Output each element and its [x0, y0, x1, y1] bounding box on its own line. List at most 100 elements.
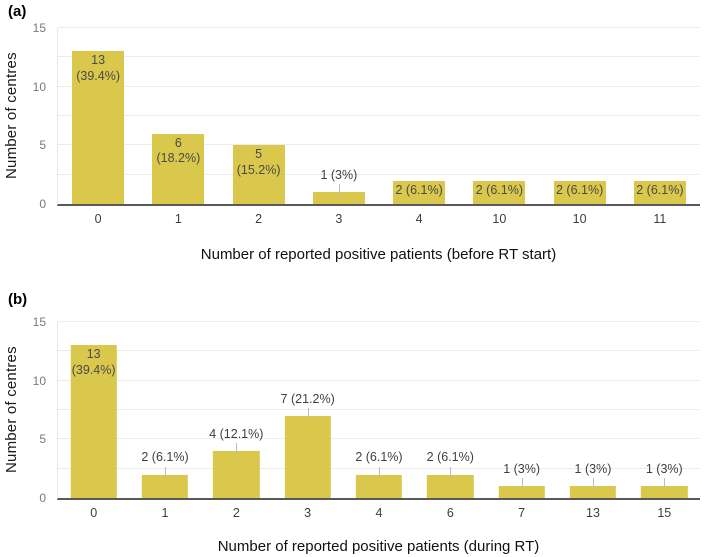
bar-label: 5 (15.2%): [233, 147, 285, 178]
label-connector-line: [307, 407, 309, 419]
y-tick-label: 15: [32, 21, 46, 35]
y-axis-title: Number of centres: [3, 52, 20, 180]
gridline: [58, 321, 700, 322]
bar: [498, 486, 545, 498]
bar-label-line: 2 (6.1%): [395, 182, 443, 197]
label-connector-line: [236, 443, 238, 455]
bar-group: 1 (3%) 13: [557, 322, 628, 520]
x-tick-label: 2: [255, 212, 263, 226]
x-tick-label: 3: [304, 506, 312, 520]
bar: 2 (6.1%): [553, 180, 606, 204]
bars-area: 13 (39.4%) 0 2 (6.1%) 1 4 (12.1%) 2 7 (21.2%) 3 2…: [58, 322, 700, 520]
bar: [213, 451, 260, 498]
bar-label: 1 (3%): [503, 462, 540, 477]
x-tick-label: 6: [446, 506, 454, 520]
gridline: [58, 379, 700, 381]
label-connector-line: [664, 478, 666, 490]
bar: 2 (6.1%): [633, 180, 686, 204]
bar-label-line: 13: [86, 347, 101, 362]
x-tick-label: 7: [518, 506, 526, 520]
bar-group: 4 (12.1%) 2: [201, 322, 272, 520]
y-tick-label: 0: [39, 197, 46, 211]
label-connector-line: [450, 466, 452, 478]
gridline: [58, 27, 700, 28]
bar: 13 (39.4%): [70, 345, 117, 498]
bar-label: 1 (3%): [320, 168, 357, 183]
x-tick-label: 4: [375, 506, 383, 520]
chart-panel-a: (a) Number of centres 0 5 10 15 13 (39.4%) 0 6(…: [0, 0, 708, 278]
bar-label-line: 7 (21.2%): [280, 391, 335, 406]
gridline: [58, 56, 700, 58]
bar-label: 4 (12.1%): [209, 427, 263, 442]
x-tick-label: 0: [90, 506, 98, 520]
gridline: [58, 350, 700, 352]
bar-group: 1 (3%) 15: [629, 322, 700, 520]
bar: 6 (18.2%): [152, 133, 205, 204]
bar-group: 5 (15.2%) 2: [219, 28, 299, 226]
bar-group: 2 (6.1%) 11: [620, 28, 700, 226]
bar-label-line: 1 (3%): [645, 462, 683, 477]
x-tick-label: 1: [174, 212, 182, 226]
bar-label-line: 1 (3%): [574, 462, 612, 477]
bar: [312, 192, 365, 204]
y-tick-label: 0: [39, 491, 46, 505]
bar: 5 (15.2%): [232, 145, 285, 204]
label-connector-line: [338, 184, 340, 196]
bars-area: 13 (39.4%) 0 6 (18.2%) 1 5 (15.2%) 2 1 (3%) 3 2 (6.…: [58, 28, 700, 226]
bar-label-line: (15.2%): [236, 162, 281, 177]
bar-group: 6 (18.2%) 1: [138, 28, 218, 226]
bar-label-line: 6: [174, 135, 182, 150]
label-connector-line: [164, 466, 166, 478]
x-axis-title: Number of reported positive patients (be…: [200, 246, 557, 263]
bar-label-line: 2 (6.1%): [426, 450, 474, 465]
bar-label-line: (39.4%): [71, 362, 116, 377]
bar-label: 2 (6.1%): [427, 450, 474, 465]
panel-label-a: (a): [8, 3, 27, 20]
bar-group: 2 (6.1%) 1: [129, 322, 200, 520]
y-tick-label: 5: [39, 432, 46, 447]
bar-label: 2 (6.1%): [355, 450, 402, 465]
bar-label-line: 2 (6.1%): [475, 182, 523, 197]
bar-group: 2 (6.1%) 4: [379, 28, 459, 226]
bar-label: 1 (3%): [575, 462, 612, 477]
bar: 2 (6.1%): [473, 180, 526, 204]
bar-label: 2 (6.1%): [141, 450, 188, 465]
bar-label-line: (18.2%): [156, 150, 201, 165]
bar-label-line: 13: [91, 53, 106, 68]
plot-area: 0 5 10 15 13 (39.4%) 0 2 (6.1%) 1 4 (12.1%) 2 7 (21…: [33, 316, 700, 520]
bar-label: 2 (6.1%): [393, 183, 445, 198]
gridline: [58, 85, 700, 87]
bar-label: 1 (3%): [646, 462, 683, 477]
y-tick-label: 15: [32, 315, 46, 329]
bar-label: 6 (18.2%): [152, 136, 204, 167]
bar-group: 1 (3%) 3: [299, 28, 379, 226]
gridline: [58, 438, 700, 440]
x-tick-label: 13: [586, 506, 600, 520]
bar-label-line: 2 (6.1%): [556, 182, 604, 197]
bar-label: 7 (21.2%): [281, 392, 335, 407]
bar-group: 2 (6.1%) 10: [540, 28, 620, 226]
gridline: [58, 409, 700, 410]
x-tick-label: 15: [657, 506, 672, 520]
bar-label-line: 5: [255, 147, 263, 162]
x-tick-label: 0: [94, 212, 102, 226]
bar: 2 (6.1%): [393, 180, 446, 204]
bar-label: 2 (6.1%): [554, 183, 606, 198]
bar-label: 2 (6.1%): [473, 183, 525, 198]
bar-group: 2 (6.1%) 6: [415, 322, 486, 520]
bar-label-line: 4 (12.1%): [209, 426, 264, 441]
x-tick-label: 4: [415, 212, 423, 226]
bar-group: 13 (39.4%) 0: [58, 322, 129, 520]
bar-group: 2 (6.1%) 10: [459, 28, 539, 226]
bar: [141, 474, 189, 498]
label-connector-line: [521, 478, 523, 490]
x-tick-label: 3: [335, 212, 343, 226]
bar-group: 1 (3%) 7: [486, 322, 557, 520]
bar: [641, 486, 688, 498]
bar-label-line: 2 (6.1%): [141, 450, 189, 465]
gridline: [58, 144, 700, 146]
bar-label: 2 (6.1%): [634, 183, 686, 198]
bar-label: 13 (39.4%): [72, 53, 124, 84]
bar-label-line: 2 (6.1%): [636, 182, 684, 197]
